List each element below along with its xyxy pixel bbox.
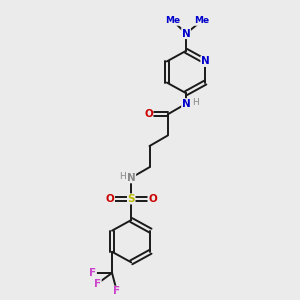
Text: N: N: [182, 99, 190, 109]
Text: H: H: [192, 98, 199, 107]
Text: O: O: [106, 194, 115, 204]
Text: F: F: [113, 286, 120, 296]
Text: O: O: [144, 109, 153, 119]
Text: N: N: [182, 28, 190, 38]
Text: H: H: [119, 172, 125, 181]
Text: N: N: [127, 173, 136, 183]
Text: O: O: [148, 194, 157, 204]
Text: Me: Me: [194, 16, 209, 25]
Text: F: F: [89, 268, 96, 278]
Text: S: S: [128, 194, 135, 204]
Text: N: N: [201, 56, 210, 66]
Text: F: F: [94, 278, 101, 289]
Text: Me: Me: [165, 16, 180, 25]
